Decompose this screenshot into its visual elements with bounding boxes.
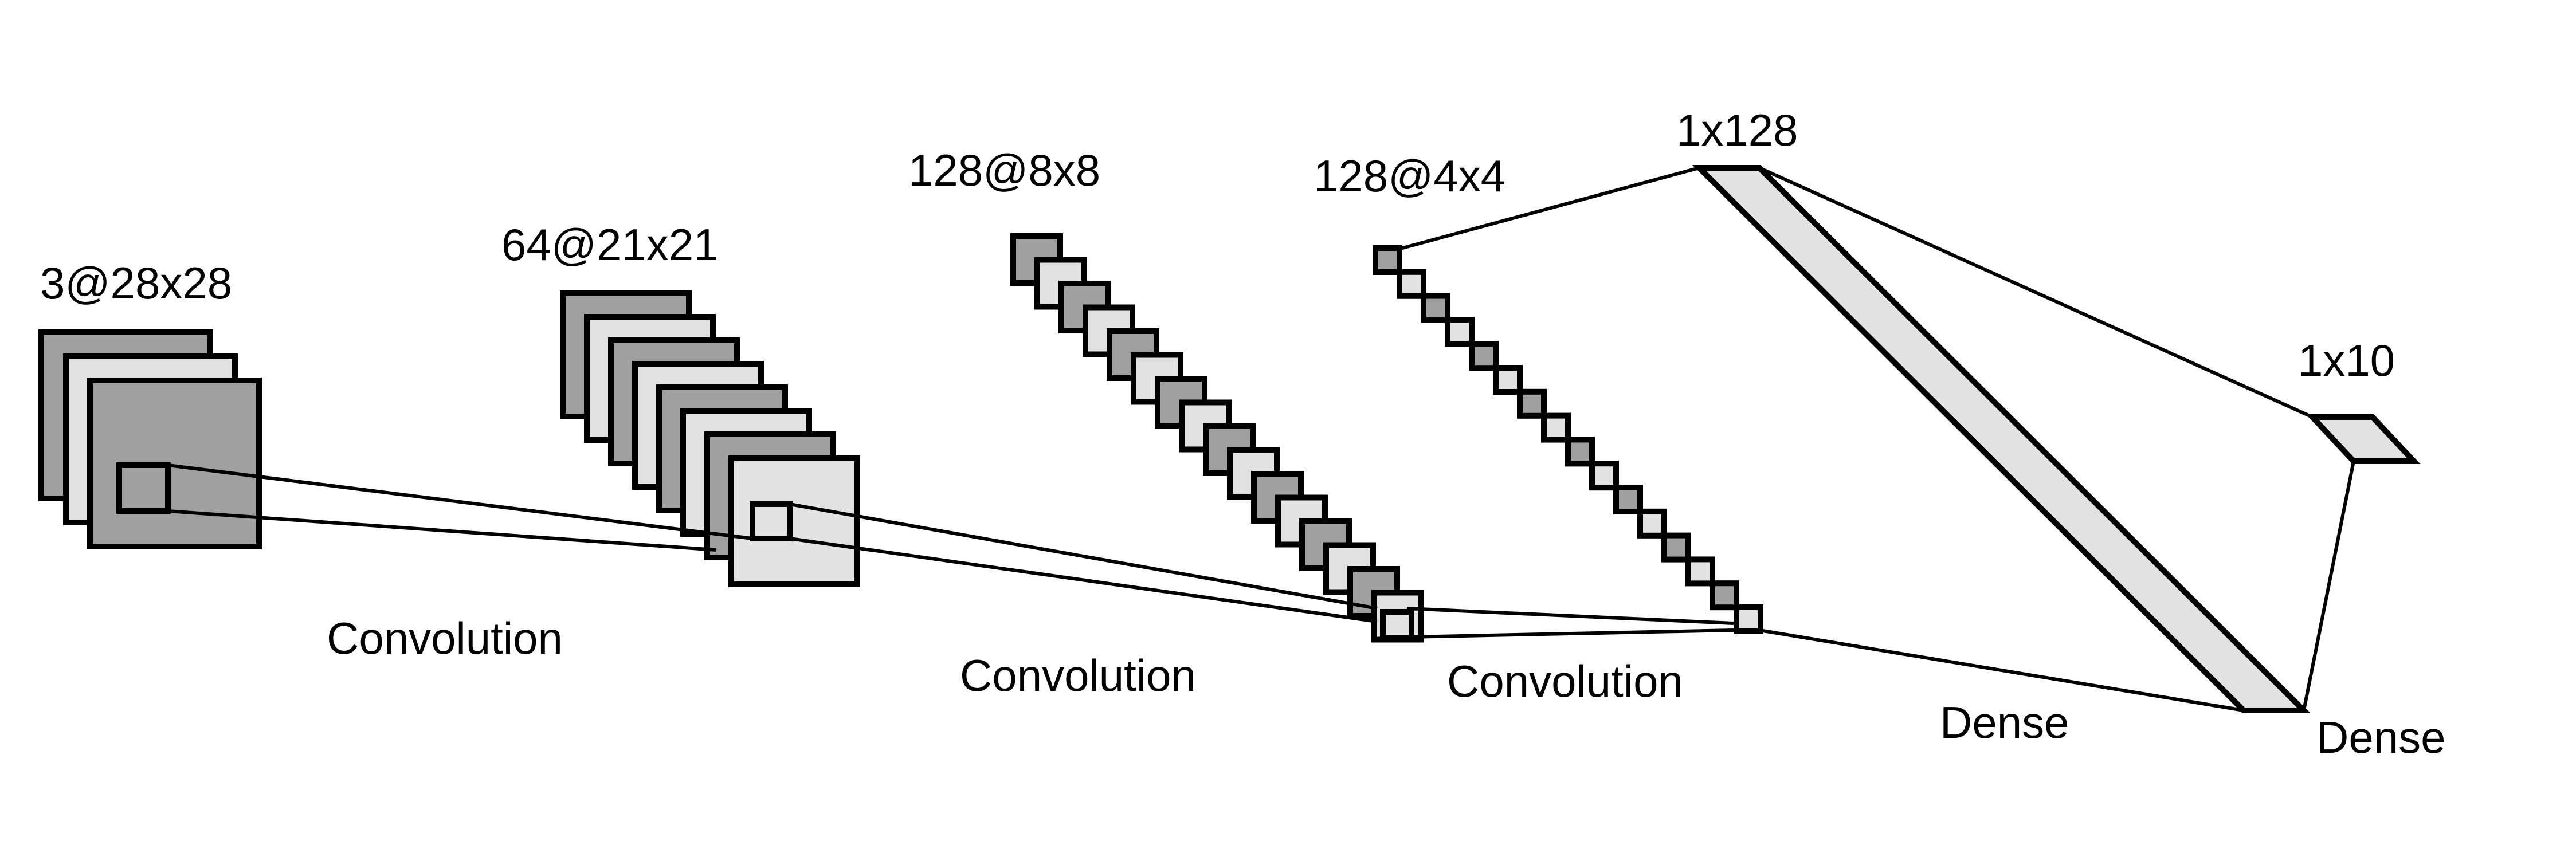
conv1-layer-maps: [560, 290, 860, 587]
conv3-map: [1613, 485, 1643, 514]
operation-label-convolution-1: Convolution: [327, 613, 563, 663]
conv3-map: [1589, 461, 1619, 491]
conv3-layer-label: 128@4x4: [1314, 151, 1506, 201]
output-layer-label: 1x10: [2298, 335, 2395, 386]
dense-1x128-bar: [1692, 165, 2311, 713]
conv3-map: [1685, 556, 1715, 587]
conv3-map: [1661, 532, 1691, 563]
conv3-map: [1637, 508, 1667, 539]
operation-label-dense-2: Dense: [2316, 712, 2446, 763]
conv2-kernel-window: [1380, 609, 1414, 640]
input-layer-maps: [38, 329, 262, 549]
input-layer-label: 3@28x28: [40, 258, 233, 308]
output-1x10-node: [2306, 414, 2421, 464]
conv2-layer-label: 128@8x8: [908, 145, 1101, 195]
conv3-map: [1445, 317, 1475, 347]
conv3-map: [1710, 580, 1739, 611]
conv3-map: [1373, 245, 1402, 275]
conv3-map: [1421, 293, 1450, 323]
input-kernel-window: [116, 462, 171, 514]
conv3-map: [1397, 269, 1426, 299]
dense-layer-label: 1x128: [1676, 105, 1798, 155]
conv3-map: [1469, 341, 1499, 371]
conv3-map: [1734, 604, 1763, 634]
conv3-map: [1493, 365, 1523, 395]
conv3-map: [1517, 388, 1547, 419]
conv3-map: [1565, 437, 1595, 467]
operation-label-convolution-3: Convolution: [1447, 656, 1683, 706]
operation-label-dense-1: Dense: [1940, 697, 2069, 748]
conv1-layer-label: 64@21x21: [501, 219, 719, 270]
connection-lines: [167, 166, 2355, 712]
conv1-kernel-window: [750, 501, 793, 541]
conv3-layer-maps: [1373, 245, 1763, 634]
operation-label-convolution-2: Convolution: [960, 650, 1196, 701]
conv2-layer-maps: [1010, 233, 1424, 643]
conv3-map: [1541, 412, 1571, 443]
